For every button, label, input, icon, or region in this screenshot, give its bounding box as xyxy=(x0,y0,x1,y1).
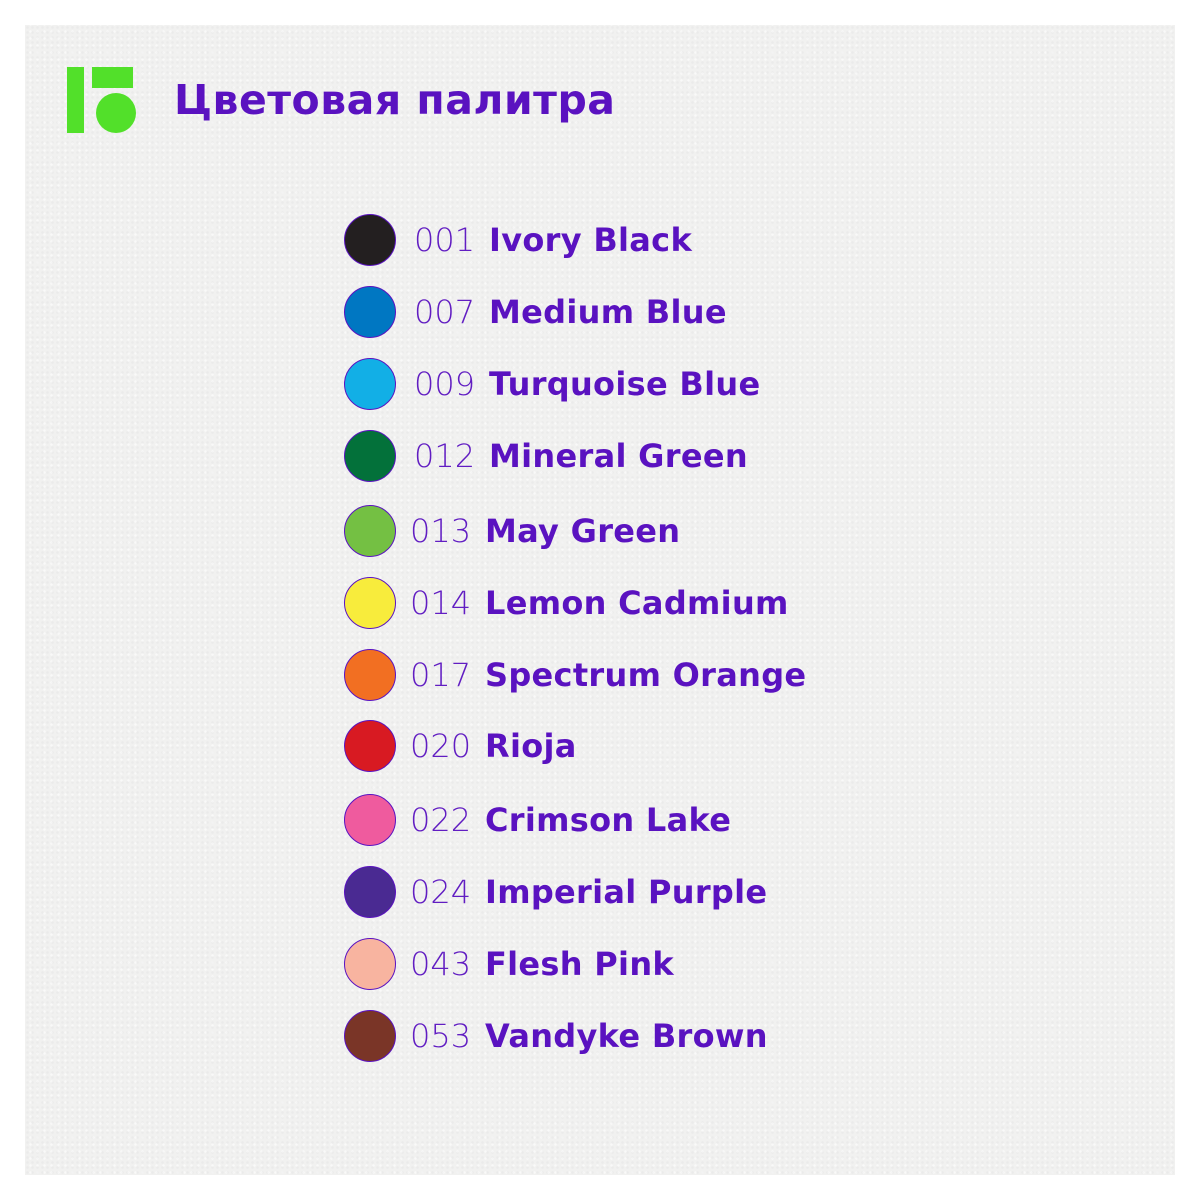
color-name: Rioja xyxy=(485,727,577,765)
palette-item: 001 Ivory Black xyxy=(344,212,692,268)
page-title: Цветовая палитра xyxy=(174,76,616,124)
palette-item: 024 Imperial Purple xyxy=(344,864,767,920)
logo-square xyxy=(92,67,133,88)
color-swatch xyxy=(344,866,396,918)
color-code: 001 xyxy=(414,221,476,259)
color-code: 013 xyxy=(410,512,472,550)
color-code: 043 xyxy=(410,945,472,983)
palette-item: 014 Lemon Cadmium xyxy=(344,575,789,631)
palette-item: 017 Spectrum Orange xyxy=(344,647,806,703)
color-swatch xyxy=(344,430,396,482)
color-swatch xyxy=(344,938,396,990)
color-name: Flesh Pink xyxy=(485,945,674,983)
color-code: 014 xyxy=(410,584,472,622)
color-name: Turquoise Blue xyxy=(489,365,761,403)
color-name: Mineral Green xyxy=(489,437,748,475)
color-name: Lemon Cadmium xyxy=(485,584,789,622)
palette-item: 053 Vandyke Brown xyxy=(344,1008,768,1064)
logo-bar xyxy=(67,67,84,133)
color-swatch xyxy=(344,358,396,410)
color-name: May Green xyxy=(485,512,681,550)
color-swatch xyxy=(344,794,396,846)
brand-logo xyxy=(67,67,136,134)
color-swatch xyxy=(344,649,396,701)
palette-item: 043 Flesh Pink xyxy=(344,936,674,992)
color-swatch xyxy=(344,286,396,338)
color-code: 022 xyxy=(410,801,472,839)
color-name: Vandyke Brown xyxy=(485,1017,768,1055)
color-name: Ivory Black xyxy=(489,221,693,259)
color-name: Imperial Purple xyxy=(485,873,768,911)
color-code: 053 xyxy=(410,1017,472,1055)
palette-item: 012 Mineral Green xyxy=(344,428,748,484)
color-swatch xyxy=(344,1010,396,1062)
color-code: 020 xyxy=(410,727,472,765)
color-swatch xyxy=(344,720,396,772)
color-name: Medium Blue xyxy=(489,293,727,331)
logo-circle xyxy=(96,93,136,133)
color-code: 007 xyxy=(414,293,476,331)
color-name: Spectrum Orange xyxy=(485,656,807,694)
color-name: Crimson Lake xyxy=(485,801,732,839)
palette-item: 013 May Green xyxy=(344,503,680,559)
paper-background xyxy=(25,25,1175,1175)
color-swatch xyxy=(344,577,396,629)
palette-item: 007 Medium Blue xyxy=(344,284,727,340)
palette-item: 009 Turquoise Blue xyxy=(344,356,760,412)
color-code: 009 xyxy=(414,365,476,403)
color-code: 017 xyxy=(410,656,472,694)
color-code: 024 xyxy=(410,873,472,911)
color-swatch xyxy=(344,505,396,557)
color-code: 012 xyxy=(414,437,476,475)
color-swatch xyxy=(344,214,396,266)
palette-item: 020 Rioja xyxy=(344,718,577,774)
palette-item: 022 Crimson Lake xyxy=(344,792,731,848)
